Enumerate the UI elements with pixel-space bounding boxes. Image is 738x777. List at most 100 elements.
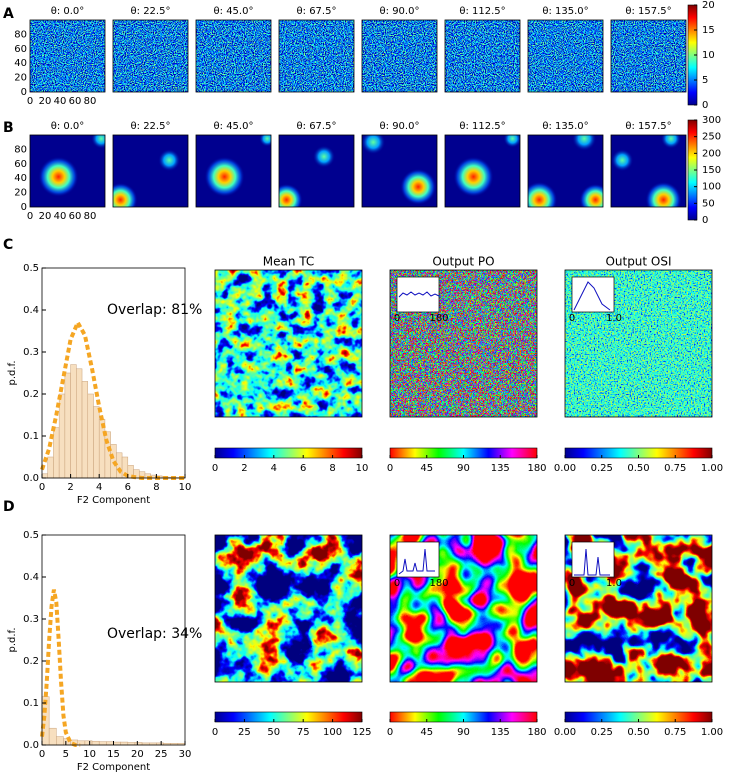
x-tick-label: 6 [125, 482, 131, 493]
map-frame [389, 534, 538, 683]
x-tick-label: 20 [39, 96, 52, 107]
x-tick-label: 20 [39, 211, 52, 222]
x-tick-label: 40 [54, 96, 67, 107]
histogram-bar [120, 741, 129, 746]
colorbar-tick-label: 150 [702, 165, 721, 176]
panel-label: D [3, 499, 15, 515]
map-frame [195, 134, 272, 208]
y-tick-label: 0.2 [23, 389, 39, 400]
theta-label: θ: 135.0° [542, 121, 588, 132]
map-frame [564, 269, 713, 418]
axes-frame [41, 267, 186, 479]
input-map [196, 20, 271, 92]
input-map [362, 135, 437, 207]
inset [396, 276, 440, 313]
theta-label: θ: 135.0° [542, 6, 588, 17]
x-tick-label: 0 [39, 482, 45, 493]
map-frame [444, 19, 521, 93]
theta-label: θ: 90.0° [380, 121, 420, 132]
histogram-bar [64, 372, 71, 479]
map-frame [610, 19, 687, 93]
inset-tick-label: 180 [429, 578, 448, 589]
x-axis-label: F2 Component [77, 495, 150, 506]
map-frame [564, 534, 713, 683]
colorbar-tick-label: 0.25 [591, 727, 613, 738]
inset-curve [573, 281, 611, 311]
theta-label: θ: 22.5° [131, 6, 171, 17]
map-frame [214, 534, 363, 683]
histogram-bar [70, 364, 77, 479]
y-tick-label: 0.0 [23, 473, 39, 484]
colorbar-tick-label: 135 [491, 463, 510, 474]
x-tick-label: 0 [27, 96, 33, 107]
histogram-bar [81, 381, 89, 479]
input-map [445, 20, 520, 92]
annotation: Overlap: 81% [107, 302, 202, 318]
y-tick-label: 0.2 [23, 656, 39, 667]
input-map [528, 20, 603, 92]
fit-curve [40, 318, 185, 480]
colorbar-tick-label: 4 [271, 463, 277, 474]
map-frame [361, 19, 438, 93]
input-map [611, 20, 686, 92]
map-frame [610, 134, 687, 208]
x-tick-label: 10 [179, 482, 192, 493]
inset-tick-label: 0 [569, 313, 575, 324]
inset-curve [398, 548, 435, 575]
colorbar-tick-label: 0 [387, 727, 393, 738]
colorbar-tick-label: 1.00 [701, 727, 723, 738]
colorbar-tick-label: 0.00 [554, 463, 576, 474]
colorbar-tick-label: 0 [702, 100, 708, 111]
panel-label: B [3, 120, 14, 136]
colorbar-tick-label: 8 [329, 463, 335, 474]
colorbar-tick-label: 0 [702, 215, 708, 226]
y-axis-label: p.d.f. [7, 627, 18, 652]
colorbar-tick-label: 0.75 [664, 463, 686, 474]
y-tick-label: 0 [21, 87, 27, 98]
colorbar-tick-label: 0.50 [627, 727, 649, 738]
y-tick-label: 0.4 [23, 572, 39, 583]
theta-label: θ: 22.5° [131, 121, 171, 132]
y-tick-label: 40 [14, 58, 27, 69]
colorbar-tick-label: 90 [457, 463, 470, 474]
map-frame [361, 134, 438, 208]
input-map [362, 20, 437, 92]
histogram-bar [106, 741, 114, 746]
inset-tick-label: 1.0 [606, 578, 622, 589]
input-map [279, 135, 354, 207]
histogram-bar [113, 741, 121, 746]
histogram-bar [41, 473, 48, 479]
map-title: Output OSI [605, 255, 671, 269]
map-frame [278, 134, 355, 208]
y-tick-label: 0 [21, 202, 27, 213]
colorbar-tick-label: 45 [420, 463, 433, 474]
panel-label: C [3, 237, 13, 253]
colorbar-tick-label: 180 [527, 727, 546, 738]
y-tick-label: 80 [14, 144, 27, 155]
map-frame [195, 19, 272, 93]
x-tick-label: 15 [107, 749, 120, 760]
y-tick-label: 0.1 [23, 698, 39, 709]
x-tick-label: 10 [83, 749, 96, 760]
theta-label: θ: 112.5° [459, 6, 505, 17]
map-frame [389, 269, 538, 418]
theta-label: θ: 45.0° [214, 6, 254, 17]
histogram-bar [93, 406, 100, 479]
y-tick-label: 0.0 [23, 740, 39, 751]
map-title: Output PO [432, 255, 494, 269]
colorbar-tick-label: 20 [702, 0, 715, 11]
output-map [215, 270, 362, 417]
histogram-bar [56, 736, 64, 746]
histogram-bar [47, 456, 54, 479]
output-map [215, 535, 362, 682]
y-tick-label: 0.3 [23, 347, 39, 358]
histogram-bar [77, 740, 86, 746]
y-tick-label: 0.1 [23, 431, 39, 442]
histogram-bar [84, 740, 93, 746]
y-tick-label: 60 [14, 44, 27, 55]
map-frame [527, 134, 604, 208]
x-axis-label: F2 Component [77, 762, 150, 773]
colorbar [214, 711, 363, 723]
inset [571, 541, 615, 578]
